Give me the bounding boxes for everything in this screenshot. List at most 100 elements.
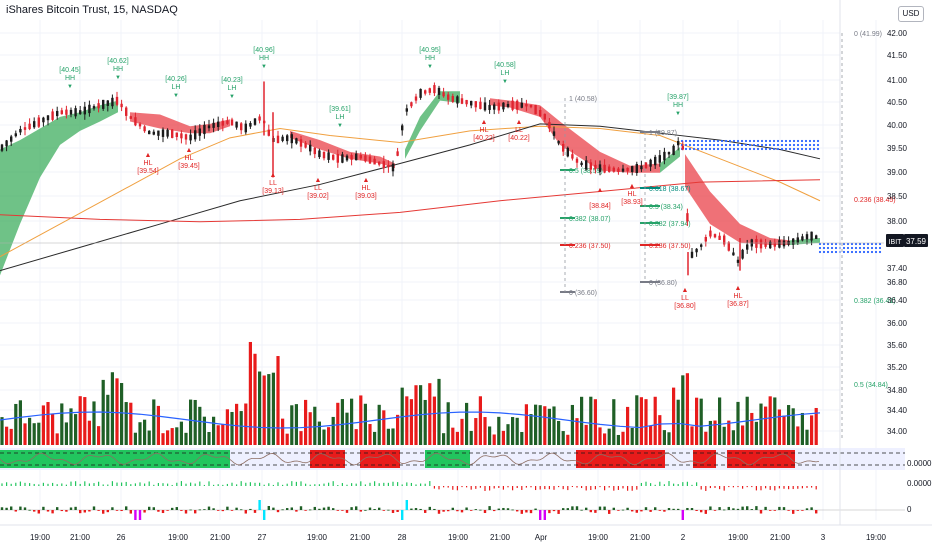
- volume-bar: [313, 406, 317, 445]
- volume-bar: [285, 433, 289, 445]
- osc3-bar: [658, 510, 661, 511]
- volume-bar: [267, 374, 271, 445]
- candle-body: [644, 162, 648, 169]
- osc3-bar: [608, 510, 611, 514]
- osc3-bar: [796, 510, 799, 511]
- osc3-bar: [511, 509, 514, 511]
- osc2-bar: [420, 483, 422, 486]
- candle-body: [299, 139, 303, 147]
- volume-bar: [327, 427, 331, 445]
- swing-marker: ▲: [516, 119, 523, 126]
- volume-bar: [299, 431, 303, 445]
- candle-body: [313, 147, 316, 155]
- osc3-bar: [318, 508, 321, 510]
- osc2-bar: [194, 483, 196, 486]
- liquidity-zone-dot: [788, 143, 792, 147]
- osc3-bar: [115, 510, 119, 511]
- swing-tag: LH: [501, 70, 510, 77]
- candle-body: [276, 135, 280, 144]
- osc2-bar: [213, 484, 215, 486]
- fib-level-label: 0.5 (34.84): [854, 382, 888, 389]
- volume-bar: [51, 413, 55, 445]
- candle-body: [37, 117, 40, 127]
- volume-bar: [244, 403, 248, 445]
- candle-body: [732, 252, 735, 256]
- osc3-bar: [649, 510, 652, 512]
- osc2-bar: [571, 486, 573, 488]
- osc3-bar: [442, 510, 445, 512]
- osc2-bar: [512, 486, 514, 491]
- osc3-bar: [226, 506, 229, 510]
- price-tick-label: 36.40: [887, 296, 908, 305]
- volume-bar: [230, 411, 234, 445]
- liquidity-zone-dot: [724, 139, 728, 143]
- volume-bar: [524, 404, 528, 445]
- osc2-bar: [627, 486, 629, 491]
- osc3-bar: [621, 509, 625, 511]
- volume-bar: [538, 405, 542, 445]
- osc2-bar: [581, 486, 583, 489]
- swing-marker: ▲: [735, 285, 742, 292]
- osc3-bar: [451, 507, 454, 510]
- swing-marker: ▼: [502, 79, 508, 85]
- swing-price: [36.87]: [727, 301, 748, 308]
- osc2-bar: [502, 486, 504, 490]
- liquidity-zone-dot: [854, 242, 858, 246]
- candle-body: [617, 168, 620, 173]
- volume-bar: [478, 396, 482, 445]
- osc3-bar: [143, 510, 146, 513]
- candle-body: [102, 99, 105, 109]
- liquidity-zone-dot: [826, 246, 830, 250]
- candle-body: [253, 118, 257, 125]
- osc2-bar: [139, 482, 141, 486]
- osc2-bar: [176, 482, 178, 486]
- osc3-bar: [709, 506, 712, 510]
- candle-body: [74, 108, 77, 117]
- candle-body: [796, 237, 799, 243]
- oscillator-panes: [0, 448, 905, 520]
- volume-bar: [5, 426, 9, 445]
- volume-bar: [304, 399, 308, 445]
- price-axis[interactable]: 42.00 41.50 41.00 40.50 40.00 39.50 39.00 38.50…: [0, 0, 932, 525]
- swing-tag: HL: [480, 127, 489, 134]
- osc2-bar: [806, 486, 808, 488]
- volume-bar: [60, 403, 64, 445]
- volume-bar: [603, 433, 607, 445]
- candle-body: [695, 248, 698, 253]
- currency-button[interactable]: USD: [898, 6, 924, 22]
- osc3-bar: [373, 509, 376, 510]
- liquidity-zone-dot: [834, 242, 838, 246]
- liquidity-zone-dot: [736, 143, 740, 147]
- osc2-bar: [778, 486, 780, 489]
- liquidity-zone-dot: [866, 250, 870, 254]
- price-tick-label: 34.80: [887, 386, 908, 395]
- osc3-bar: [640, 510, 643, 512]
- liquidity-zone-dot: [784, 147, 788, 151]
- osc3-bar: [309, 509, 312, 511]
- liquidity-zone-dot: [720, 147, 724, 151]
- osc3-bar: [460, 510, 464, 513]
- liquidity-zone-dot: [800, 147, 804, 151]
- volume-bar: [672, 387, 676, 445]
- candle-body: [304, 142, 307, 148]
- swing-price: [39.87]: [667, 94, 688, 101]
- candle-body: [120, 103, 123, 108]
- swing-price: [38.93]: [621, 199, 642, 206]
- liquidity-zone-dot: [858, 242, 862, 246]
- bear-cloud: [685, 154, 790, 246]
- volume-bar: [589, 396, 593, 445]
- osc3-bar: [207, 506, 211, 510]
- osc2-bar: [38, 484, 40, 486]
- volume-bar: [547, 408, 551, 445]
- osc3-bar: [778, 506, 781, 510]
- osc2-bar: [645, 481, 647, 486]
- osc2-bar: [259, 482, 261, 486]
- swing-marker: ▲: [145, 152, 152, 159]
- liquidity-zone-dot: [818, 242, 822, 246]
- osc2-bar: [452, 486, 454, 490]
- time-axis[interactable]: 19:00 21:00 26 19:00 21:00 27 19:00 21:00 28 19:0…: [0, 524, 932, 542]
- osc2-bar: [42, 482, 44, 486]
- price-tick-label: 35.20: [887, 363, 908, 372]
